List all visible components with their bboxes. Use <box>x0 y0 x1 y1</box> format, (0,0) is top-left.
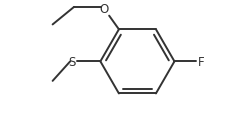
Text: F: F <box>197 55 204 68</box>
Text: O: O <box>98 3 108 16</box>
Text: S: S <box>68 55 76 68</box>
